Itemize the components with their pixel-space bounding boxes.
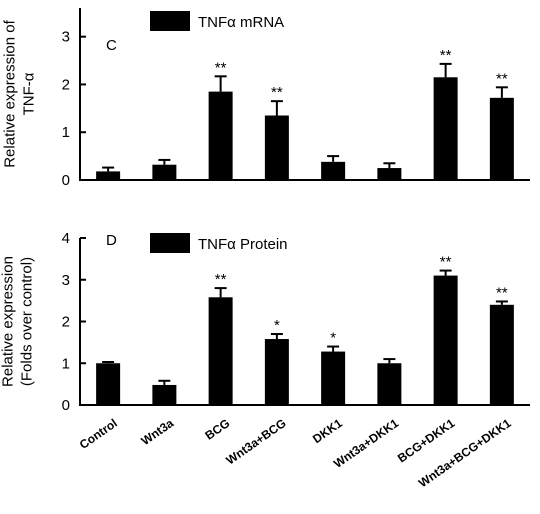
bar <box>152 164 177 180</box>
category-label: DKK1 <box>310 416 345 446</box>
y-tick-label: 2 <box>62 314 70 331</box>
significance-marker: * <box>330 330 336 347</box>
bar <box>433 275 458 405</box>
bar <box>208 297 233 405</box>
category-label: BCG <box>202 416 232 443</box>
y-tick-label: 4 <box>62 230 70 247</box>
bar <box>152 384 177 405</box>
category-label: Wnt3a <box>139 416 177 448</box>
bar <box>377 168 402 180</box>
y-axis-title-line: Relative expression of <box>2 19 19 167</box>
panel-c-tnf-mrna-chart: 0 1 2 3 Relative expression of TNF-α C TNFα mRN… <box>2 8 530 189</box>
y-tick-label: 1 <box>62 355 70 372</box>
legend-label: TNFα mRNA <box>198 14 284 31</box>
y-axis-title-line: Relative expression <box>0 256 17 387</box>
legend-label: TNFα Protein <box>198 236 288 253</box>
panel-letter: D <box>106 232 117 249</box>
significance-marker: ** <box>440 47 452 64</box>
category-label: Wnt3a+BCG <box>223 416 288 467</box>
legend-swatch <box>150 11 190 31</box>
bar <box>489 97 514 180</box>
category-label: Wnt3a+BCG+DKK1 <box>416 416 514 490</box>
bar <box>264 115 289 180</box>
bar <box>433 77 458 180</box>
y-axis-title-line: (Folds over control) <box>19 257 36 386</box>
y-tick-label: 0 <box>62 172 70 189</box>
legend-swatch <box>150 233 190 253</box>
y-axis-title-line: TNF-α <box>21 72 38 115</box>
significance-marker: ** <box>271 84 283 101</box>
panel-letter: C <box>106 37 117 54</box>
bar <box>96 363 121 405</box>
y-tick-label: 0 <box>62 397 70 414</box>
panel-d-tnf-protein-chart: 0 1 2 3 4 Relative expression (Folds over cont… <box>0 230 530 414</box>
category-label: Control <box>77 416 120 452</box>
significance-marker: ** <box>496 70 508 87</box>
significance-marker: ** <box>215 271 227 288</box>
bar <box>96 171 121 180</box>
significance-marker: * <box>274 317 280 334</box>
significance-marker: ** <box>215 59 227 76</box>
significance-marker: ** <box>440 254 452 271</box>
bar <box>377 363 402 405</box>
bar <box>264 339 289 405</box>
bar <box>489 304 514 405</box>
y-tick-label: 1 <box>62 124 70 141</box>
y-tick-label: 3 <box>62 29 70 46</box>
bar <box>208 91 233 180</box>
y-tick-label: 3 <box>62 272 70 289</box>
bar <box>321 351 346 405</box>
bar <box>321 161 346 180</box>
significance-marker: ** <box>496 284 508 301</box>
y-tick-label: 2 <box>62 76 70 93</box>
